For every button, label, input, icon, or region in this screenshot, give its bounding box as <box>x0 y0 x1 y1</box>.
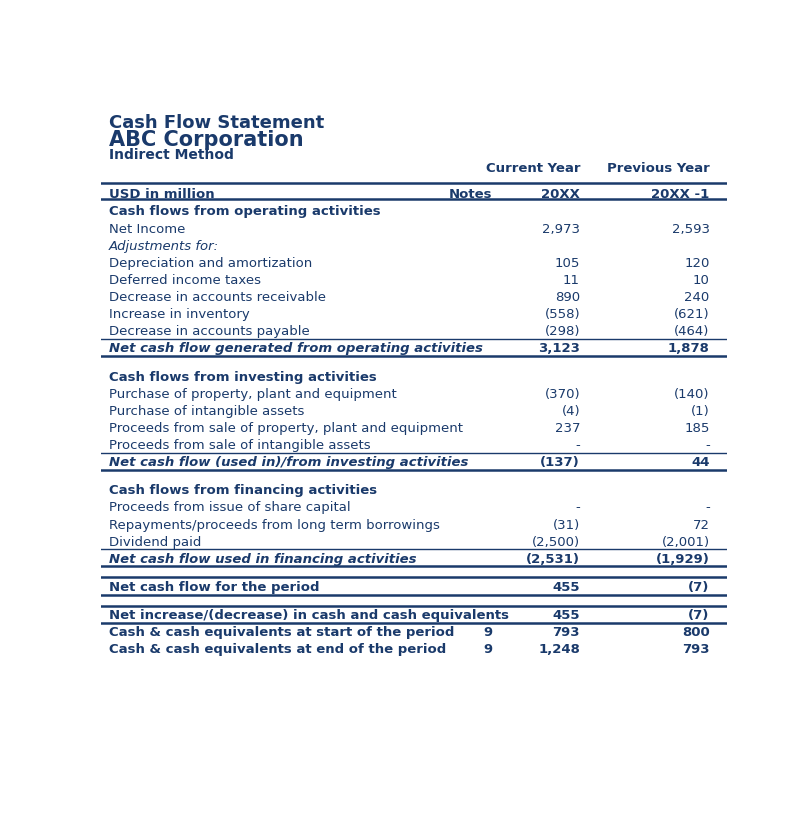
Text: Deferred income taxes: Deferred income taxes <box>108 273 260 286</box>
Text: 20XX -1: 20XX -1 <box>651 187 709 200</box>
Text: 120: 120 <box>684 257 709 269</box>
Text: Previous Year: Previous Year <box>607 161 709 175</box>
Text: 793: 793 <box>553 625 580 638</box>
Text: 44: 44 <box>691 455 709 469</box>
Text: 455: 455 <box>553 609 580 622</box>
Text: Cash & cash equivalents at end of the period: Cash & cash equivalents at end of the pe… <box>108 643 446 656</box>
Text: 240: 240 <box>684 291 709 304</box>
Text: (621): (621) <box>674 308 709 320</box>
Text: Current Year: Current Year <box>486 161 580 175</box>
Text: Notes: Notes <box>449 187 492 200</box>
Text: Adjustments for:: Adjustments for: <box>108 239 219 253</box>
Text: Depreciation and amortization: Depreciation and amortization <box>108 257 312 269</box>
Text: Cash flows from operating activities: Cash flows from operating activities <box>108 205 380 219</box>
Text: 20XX: 20XX <box>541 187 580 200</box>
Text: (31): (31) <box>553 518 580 531</box>
Text: 237: 237 <box>554 421 580 435</box>
Text: 9: 9 <box>483 625 492 638</box>
Text: Decrease in accounts payable: Decrease in accounts payable <box>108 325 309 338</box>
Text: -: - <box>575 501 580 514</box>
Text: 105: 105 <box>554 257 580 269</box>
Text: (1): (1) <box>691 404 709 417</box>
Text: (2,001): (2,001) <box>662 535 709 548</box>
Text: Increase in inventory: Increase in inventory <box>108 308 249 320</box>
Text: Indirect Method: Indirect Method <box>108 148 234 161</box>
Text: (298): (298) <box>545 325 580 338</box>
Text: Decrease in accounts receivable: Decrease in accounts receivable <box>108 291 326 304</box>
Text: (7): (7) <box>688 609 709 622</box>
Text: Net cash flow generated from operating activities: Net cash flow generated from operating a… <box>108 342 482 355</box>
Text: 72: 72 <box>692 518 709 531</box>
Text: (2,531): (2,531) <box>526 552 580 565</box>
Text: Cash flows from financing activities: Cash flows from financing activities <box>108 484 377 497</box>
Text: Net cash flow for the period: Net cash flow for the period <box>108 580 319 593</box>
Text: 890: 890 <box>555 291 580 304</box>
Text: Proceeds from issue of share capital: Proceeds from issue of share capital <box>108 501 350 514</box>
Text: 10: 10 <box>692 273 709 286</box>
Text: -: - <box>575 439 580 451</box>
Text: (1,929): (1,929) <box>656 552 709 565</box>
Text: USD in million: USD in million <box>108 187 214 200</box>
Text: Net increase/(decrease) in cash and cash equivalents: Net increase/(decrease) in cash and cash… <box>108 609 508 622</box>
Text: Cash flows from investing activities: Cash flows from investing activities <box>108 370 377 383</box>
Text: 793: 793 <box>682 643 709 656</box>
Text: 3,123: 3,123 <box>538 342 580 355</box>
Text: (4): (4) <box>562 404 580 417</box>
Text: 2,973: 2,973 <box>542 222 580 235</box>
Text: 800: 800 <box>682 625 709 638</box>
Text: (137): (137) <box>541 455 580 469</box>
Text: 1,878: 1,878 <box>667 342 709 355</box>
Text: (140): (140) <box>674 388 709 400</box>
Text: Net cash flow used in financing activities: Net cash flow used in financing activiti… <box>108 552 416 565</box>
Text: Dividend paid: Dividend paid <box>108 535 201 548</box>
Text: (7): (7) <box>688 580 709 593</box>
Text: Cash & cash equivalents at start of the period: Cash & cash equivalents at start of the … <box>108 625 454 638</box>
Text: Purchase of intangible assets: Purchase of intangible assets <box>108 404 304 417</box>
Text: (2,500): (2,500) <box>532 535 580 548</box>
Text: 9: 9 <box>483 643 492 656</box>
Text: 11: 11 <box>563 273 580 286</box>
Text: Cash Flow Statement: Cash Flow Statement <box>108 113 324 132</box>
Text: Repayments/proceeds from long term borrowings: Repayments/proceeds from long term borro… <box>108 518 440 531</box>
Text: 455: 455 <box>553 580 580 593</box>
Text: Net cash flow (used in)/from investing activities: Net cash flow (used in)/from investing a… <box>108 455 468 469</box>
Text: 185: 185 <box>684 421 709 435</box>
Text: -: - <box>705 439 709 451</box>
Text: Net Income: Net Income <box>108 222 185 235</box>
Text: Purchase of property, plant and equipment: Purchase of property, plant and equipmen… <box>108 388 396 400</box>
Text: (370): (370) <box>545 388 580 400</box>
Text: (464): (464) <box>675 325 709 338</box>
Text: ABC Corporation: ABC Corporation <box>108 130 303 150</box>
Text: Proceeds from sale of intangible assets: Proceeds from sale of intangible assets <box>108 439 370 451</box>
Text: 1,248: 1,248 <box>538 643 580 656</box>
Text: 2,593: 2,593 <box>671 222 709 235</box>
Text: -: - <box>705 501 709 514</box>
Text: Proceeds from sale of property, plant and equipment: Proceeds from sale of property, plant an… <box>108 421 462 435</box>
Text: (558): (558) <box>545 308 580 320</box>
